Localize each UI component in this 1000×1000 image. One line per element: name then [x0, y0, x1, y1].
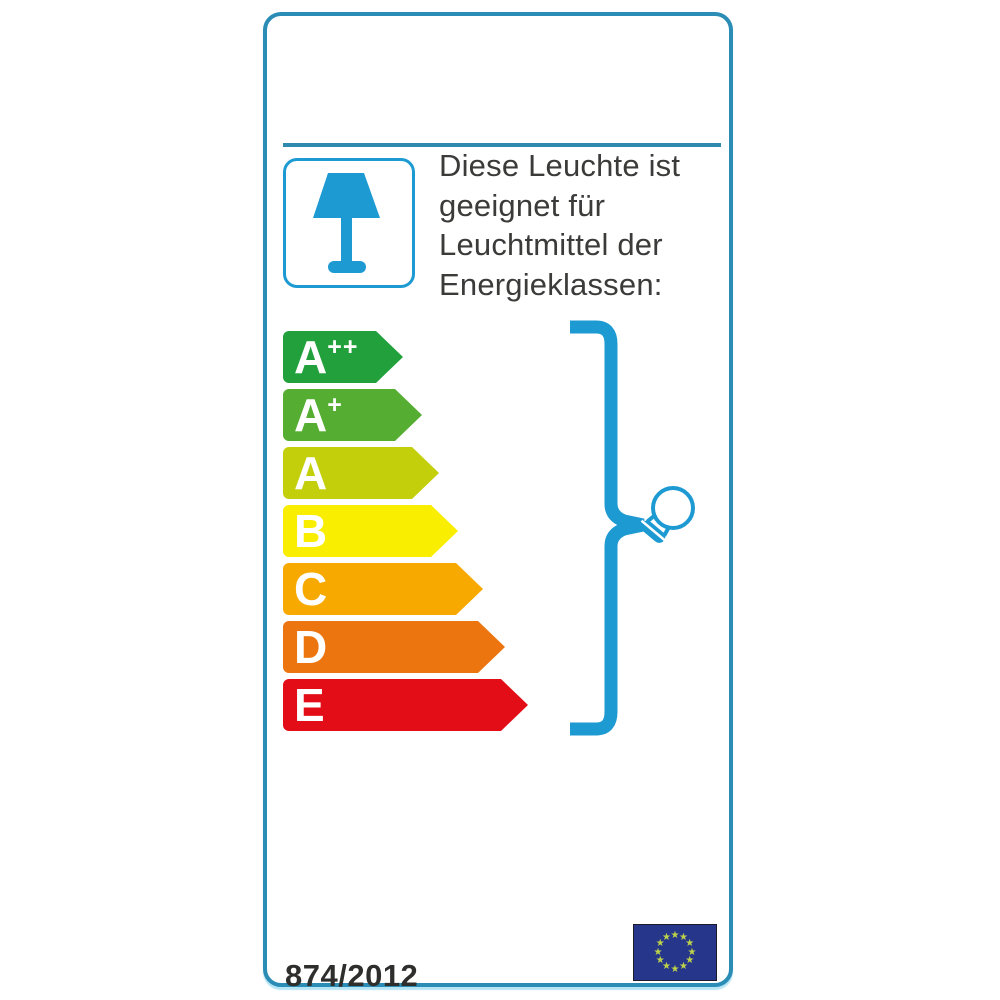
- energy-class-arrow: B: [283, 505, 458, 557]
- eu-flag-icon: ★ ★ ★ ★ ★ ★ ★ ★ ★ ★ ★ ★: [633, 924, 717, 981]
- energy-class-list: A++ A+ A B C D E: [283, 331, 528, 737]
- table-lamp-icon: [313, 173, 380, 273]
- eu-flag-star: ★: [670, 963, 680, 975]
- eu-flag-star: ★: [655, 955, 665, 966]
- suitability-text-line: Diese Leuchte ist: [439, 148, 681, 183]
- energy-class-arrow: A++: [283, 331, 403, 383]
- eu-flag-star: ★: [679, 931, 688, 943]
- energy-class-arrow: D: [283, 621, 505, 673]
- energy-class-arrow: A: [283, 447, 439, 499]
- light-bulb-icon: [640, 486, 695, 543]
- energy-class-letter: C: [294, 563, 328, 615]
- eu-flag-star: ★: [685, 955, 695, 966]
- suitability-text: Diese Leuchte ist geeignet für Leuchtmit…: [439, 146, 724, 304]
- regulation-number: 874/2012: [285, 958, 419, 993]
- energy-class-arrow: A+: [283, 389, 422, 441]
- eu-flag-star: ★: [685, 938, 695, 949]
- eu-flag-star: ★: [670, 929, 680, 941]
- eu-flag-star: ★: [653, 946, 663, 958]
- energy-label: Diese Leuchte ist geeignet für Leuchtmit…: [263, 12, 733, 993]
- eu-flag-star: ★: [662, 931, 671, 943]
- energy-class-letter: D: [294, 621, 328, 673]
- energy-class-letter: A++: [294, 331, 359, 383]
- suitability-text-line: geeignet für: [439, 187, 606, 223]
- energy-class-letter: A: [294, 447, 328, 499]
- curly-brace-icon: [570, 320, 645, 736]
- energy-class-letter: B: [294, 505, 328, 557]
- suitability-text-line: Leuchtmittel der: [439, 227, 663, 262]
- energy-class-arrow: E: [283, 679, 528, 731]
- energy-class-letter: A+: [294, 389, 343, 441]
- divider-line: [283, 143, 721, 147]
- eu-flag-star: ★: [655, 938, 665, 949]
- lamp-icon-box: [283, 158, 415, 288]
- eu-flag-star: ★: [687, 946, 697, 958]
- energy-class-letter: E: [294, 679, 325, 731]
- eu-flag-star: ★: [679, 961, 688, 973]
- eu-flag-star: ★: [662, 961, 671, 973]
- suitability-text-line: Energieklassen:: [439, 266, 663, 302]
- brace-and-bulb: [570, 320, 695, 736]
- energy-class-arrow: C: [283, 563, 483, 615]
